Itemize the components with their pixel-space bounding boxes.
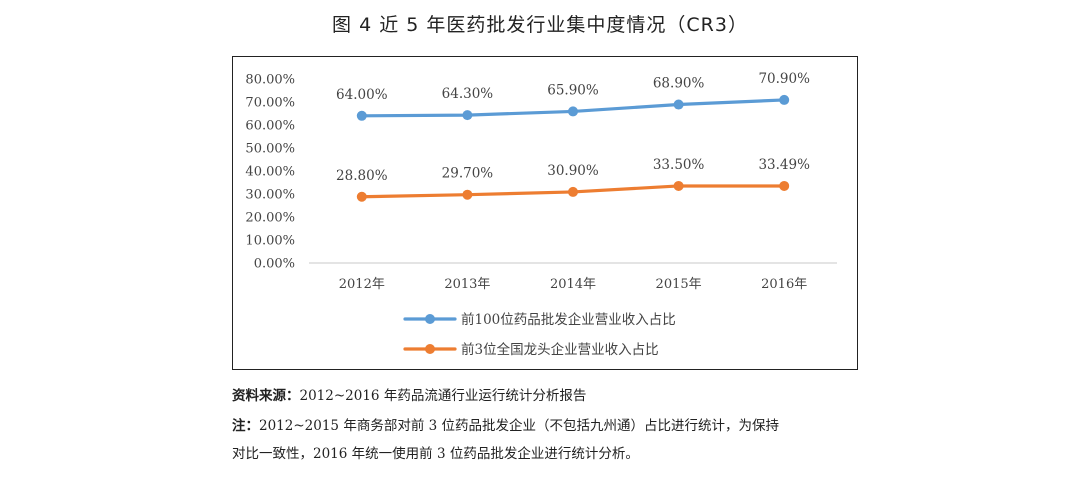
- data-point: [462, 110, 473, 121]
- x-tick-label: 2016年: [761, 277, 807, 292]
- x-tick-label: 2012年: [339, 277, 385, 292]
- x-tick-label: 2013年: [444, 277, 490, 292]
- data-label: 33.49%: [758, 157, 810, 173]
- data-point: [673, 180, 684, 191]
- x-tick-label: 2015年: [656, 277, 702, 292]
- data-label: 29.70%: [442, 166, 494, 182]
- data-label: 28.80%: [336, 168, 388, 184]
- data-point: [568, 186, 578, 197]
- data-point: [356, 191, 367, 202]
- data-label: 64.30%: [442, 86, 494, 102]
- data-point: [568, 106, 578, 117]
- y-tick-label: 60.00%: [245, 119, 295, 134]
- note-text-1: 2012~2015 年商务部对前 3 位药品批发企业（不包括九州通）占比进行统计…: [259, 418, 779, 434]
- y-tick-label: 70.00%: [245, 96, 295, 111]
- y-tick-label: 30.00%: [245, 188, 295, 203]
- y-tick-label: 50.00%: [245, 142, 295, 157]
- footnote-line-2: 对比一致性，2016 年统一使用前 3 位药品批发企业进行统计分析。: [232, 442, 639, 462]
- legend-marker-2: [425, 344, 435, 354]
- data-label: 33.50%: [653, 157, 705, 173]
- y-tick-label: 80.00%: [245, 73, 295, 88]
- note-text-2: 对比一致性，2016 年统一使用前 3 位药品批发企业进行统计分析。: [232, 446, 639, 462]
- data-label: 65.90%: [547, 82, 599, 98]
- data-label: 30.90%: [547, 163, 599, 179]
- legend-label-2: 前3位全国龙头企业营业收入占比: [461, 341, 659, 358]
- y-tick-label: 40.00%: [245, 165, 295, 180]
- data-point: [779, 180, 790, 191]
- note-label: 注：: [232, 418, 259, 434]
- footnote-line-1: 注：2012~2015 年商务部对前 3 位药品批发企业（不包括九州通）占比进行…: [232, 414, 779, 434]
- line-chart: 0.00% 10.00% 20.00% 30.00% 40.00% 50.00% 60.00…: [245, 71, 837, 358]
- data-point: [779, 94, 790, 105]
- legend-label-1: 前100位药品批发企业营业收入占比: [461, 311, 676, 328]
- data-point: [673, 99, 684, 110]
- legend-marker-1: [425, 314, 435, 324]
- y-tick-label: 20.00%: [245, 211, 295, 226]
- data-label: 70.90%: [758, 71, 810, 87]
- source-label: 资料来源：: [232, 388, 300, 404]
- data-point: [356, 110, 367, 121]
- data-label: 64.00%: [336, 87, 388, 103]
- chart-title: 图 4 近 5 年医药批发行业集中度情况（CR3）: [332, 14, 748, 36]
- source-text: 2012~2016 年药品流通行业运行统计分析报告: [299, 388, 587, 404]
- data-label: 68.90%: [653, 76, 705, 92]
- y-tick-label: 10.00%: [245, 234, 295, 249]
- data-point: [462, 189, 473, 200]
- source-note: 资料来源：2012~2016 年药品流通行业运行统计分析报告: [232, 384, 586, 404]
- y-tick-label: 0.00%: [254, 257, 295, 272]
- chart-frame: 0.00% 10.00% 20.00% 30.00% 40.00% 50.00% 60.00…: [232, 56, 858, 370]
- x-tick-label: 2014年: [550, 277, 596, 292]
